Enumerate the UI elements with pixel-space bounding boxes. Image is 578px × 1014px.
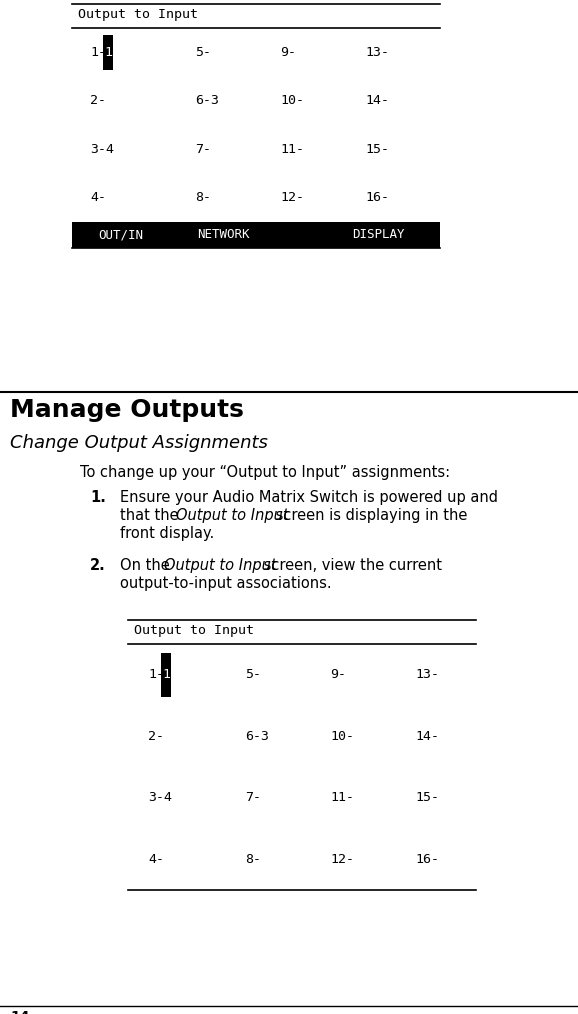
Text: 9-: 9- [330, 668, 346, 681]
Text: 1: 1 [162, 668, 170, 681]
Text: On the: On the [120, 558, 175, 573]
Text: output-to-input associations.: output-to-input associations. [120, 576, 332, 591]
Text: 15-: 15- [365, 143, 389, 156]
Text: 1: 1 [104, 46, 112, 59]
Text: Manage Outputs: Manage Outputs [10, 399, 244, 422]
Text: 1.: 1. [90, 490, 106, 505]
Text: Output to Input: Output to Input [164, 558, 277, 573]
Text: 10-: 10- [280, 94, 304, 107]
Text: screen, view the current: screen, view the current [259, 558, 442, 573]
Text: 2-: 2- [148, 730, 164, 742]
Text: 5-: 5- [245, 668, 261, 681]
Text: 13-: 13- [415, 668, 439, 681]
Text: 10-: 10- [330, 730, 354, 742]
Text: 11-: 11- [280, 143, 304, 156]
Text: 13-: 13- [365, 46, 389, 59]
Text: that the: that the [120, 508, 183, 523]
Text: 4-: 4- [90, 192, 106, 204]
Text: 8-: 8- [245, 853, 261, 866]
Text: OUT/IN: OUT/IN [98, 228, 143, 241]
Text: 16-: 16- [365, 192, 389, 204]
Text: 9-: 9- [280, 46, 296, 59]
Text: NETWORK: NETWORK [197, 228, 250, 241]
Text: 6-3: 6-3 [245, 730, 269, 742]
Text: 11-: 11- [330, 791, 354, 804]
Text: Ensure your Audio Matrix Switch is powered up and: Ensure your Audio Matrix Switch is power… [120, 490, 498, 505]
Text: 7-: 7- [245, 791, 261, 804]
Text: 3-4: 3-4 [90, 143, 114, 156]
Text: 1-: 1- [90, 46, 106, 59]
Text: 14-: 14- [415, 730, 439, 742]
Text: 14: 14 [10, 1010, 29, 1014]
Bar [161, 653, 172, 697]
Text: 16-: 16- [415, 853, 439, 866]
Text: 15-: 15- [415, 791, 439, 804]
Text: 5-: 5- [195, 46, 211, 59]
Text: Output to Input: Output to Input [78, 8, 198, 21]
Text: To change up your “Output to Input” assignments:: To change up your “Output to Input” assi… [80, 465, 450, 480]
Bar [72, 222, 440, 248]
Text: 7-: 7- [195, 143, 211, 156]
Text: 8-: 8- [195, 192, 211, 204]
Text: 6-3: 6-3 [195, 94, 219, 107]
Text: 3-4: 3-4 [148, 791, 172, 804]
Text: 14-: 14- [365, 94, 389, 107]
Text: DISPLAY: DISPLAY [351, 228, 404, 241]
Text: Change Output Assignments: Change Output Assignments [10, 434, 268, 452]
Text: 1-: 1- [148, 668, 164, 681]
Bar [103, 34, 113, 70]
Text: 12-: 12- [280, 192, 304, 204]
Text: 12-: 12- [330, 853, 354, 866]
Text: front display.: front display. [120, 526, 214, 541]
Text: Output to Input: Output to Input [134, 624, 254, 637]
Text: Output to Input: Output to Input [176, 508, 288, 523]
Text: screen is displaying in the: screen is displaying in the [271, 508, 468, 523]
Text: 2.: 2. [90, 558, 106, 573]
Text: 2-: 2- [90, 94, 106, 107]
Text: 4-: 4- [148, 853, 164, 866]
